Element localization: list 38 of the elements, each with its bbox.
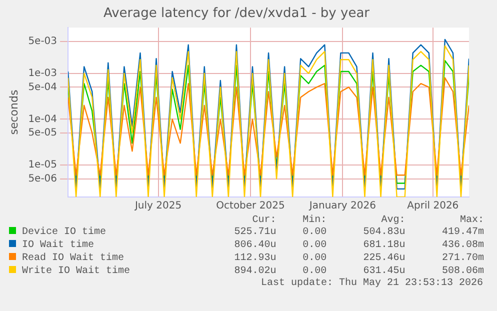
y-tick-label: 5e-05 <box>28 128 58 139</box>
text: 419.47m <box>440 226 485 239</box>
text: Last update: Thu May 21 23:53:13 2026 <box>260 278 483 289</box>
text: Max: <box>458 215 485 226</box>
legend-label: Device IO time <box>21 226 108 239</box>
legend-label: Read IO Wait time <box>21 252 126 265</box>
text: Avg: <box>380 215 406 226</box>
text: 0.00 <box>302 226 328 239</box>
text: 225.46u <box>362 252 406 265</box>
text: 806.40u <box>233 239 278 252</box>
y-tick-label: 1e-03 <box>28 68 58 79</box>
text: 0.00 <box>302 265 328 278</box>
x-tick-label: April 2026 <box>407 200 459 212</box>
text: 504.83u <box>362 226 406 239</box>
x-tick-label: October 2025 <box>216 200 285 212</box>
legend-label: Write IO Wait time <box>21 265 132 278</box>
text: Min: <box>302 215 328 226</box>
y-tick-label: 1e-04 <box>28 114 58 125</box>
text: 112.93u <box>233 252 278 265</box>
text: 0.00 <box>302 239 328 252</box>
text: Cur: <box>251 215 278 226</box>
text: 271.70m <box>440 252 485 265</box>
x-tick-label: July 2025 <box>134 200 182 212</box>
y-tick-label: 5e-03 <box>28 36 58 47</box>
text: 681.18u <box>362 239 406 252</box>
text: 894.02u <box>233 265 278 278</box>
text: 0.00 <box>302 252 328 265</box>
y-tick-label: 1e-05 <box>28 160 58 171</box>
y-tick-label: 5e-04 <box>28 82 58 93</box>
text: 631.45u <box>362 265 406 278</box>
y-tick-label: 5e-06 <box>28 173 58 184</box>
text: 436.08m <box>440 239 485 252</box>
text: 525.71u <box>233 226 278 239</box>
chart-title: Average latency for /dev/xvda1 - by year <box>103 6 370 22</box>
x-tick-label: January 2026 <box>308 200 376 212</box>
text: 508.06m <box>440 265 485 278</box>
y-axis-title: seconds <box>7 90 20 135</box>
legend-label: IO Wait time <box>21 239 96 252</box>
